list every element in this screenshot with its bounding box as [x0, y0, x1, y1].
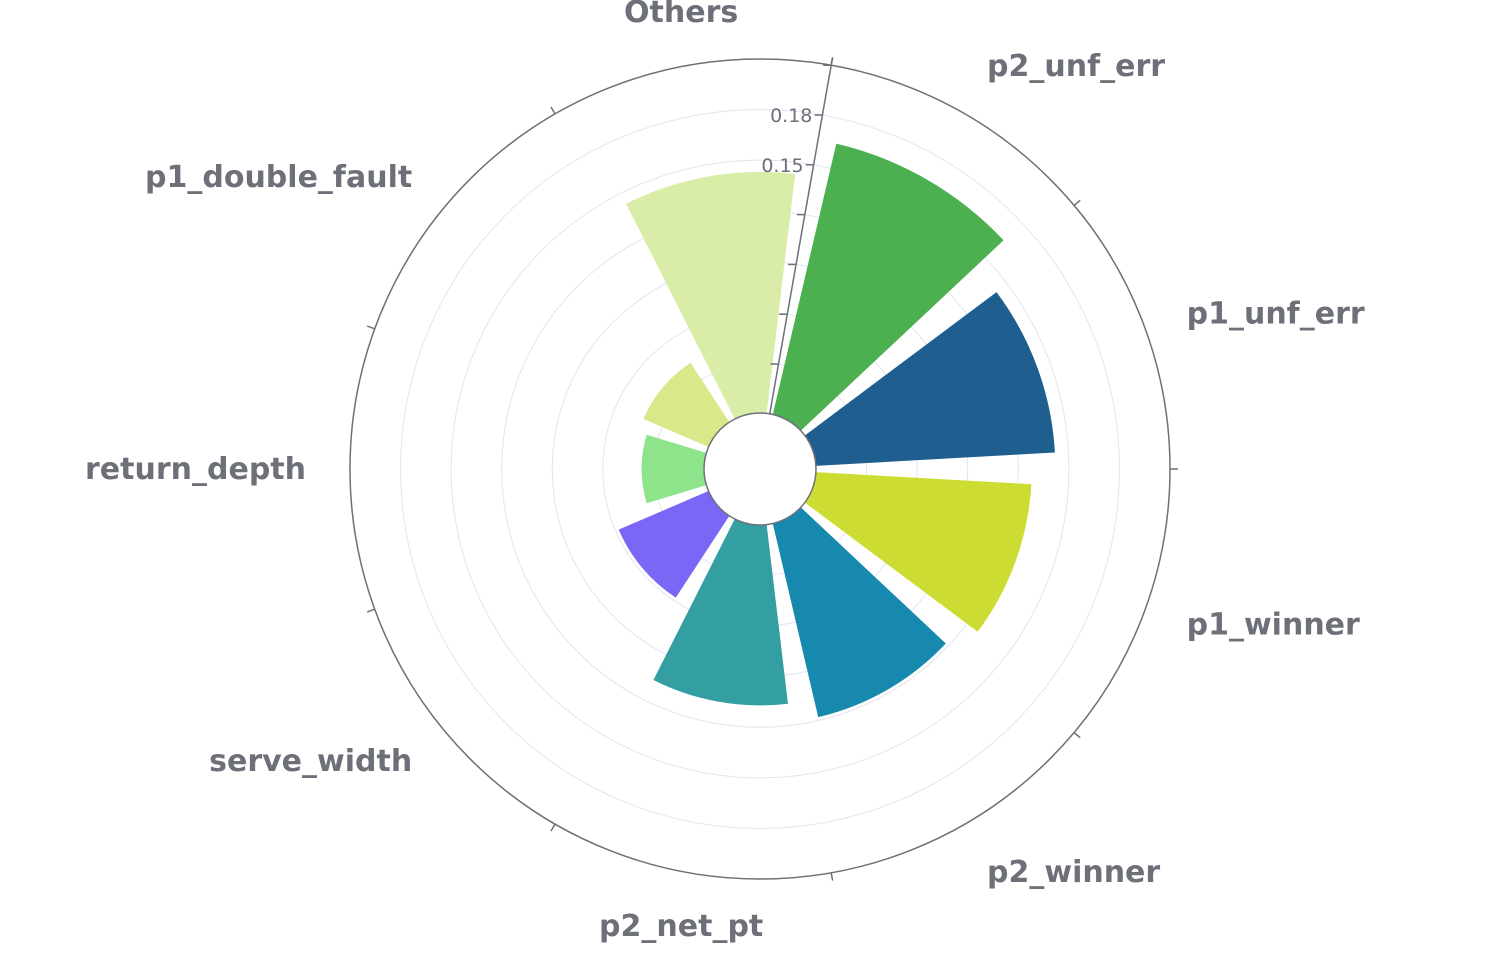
radial-tick-label: 0.18: [770, 105, 812, 127]
category-label-Others: Others: [624, 0, 738, 30]
category-label-p2-net-pt: p2_net_pt: [599, 909, 763, 944]
bar-p2-net-pt: [653, 518, 788, 706]
outer-tick: [550, 106, 556, 115]
category-label-p2-unf-err: p2_unf_err: [987, 49, 1165, 84]
inner-circle: [703, 412, 817, 526]
bars-layer: [618, 143, 1055, 718]
bar-p2-unf-err: [772, 143, 1004, 431]
category-label-p1-unf-err: p1_unf_err: [1187, 297, 1365, 332]
outer-tick: [366, 325, 375, 330]
grid-circle: [450, 159, 1070, 779]
category-label-return-depth: return_depth: [85, 452, 306, 487]
bar-return-depth: [641, 434, 707, 504]
bar-p1-double-fault: [643, 362, 730, 447]
outer-tick: [366, 608, 375, 613]
radial-axis-line: [768, 57, 834, 414]
bar-serve-width: [618, 491, 730, 598]
bar-Others: [626, 171, 796, 420]
category-label-serve-width: serve_width: [209, 744, 412, 779]
outer-tick: [830, 872, 834, 881]
outer-tick: [1073, 731, 1081, 739]
category-label-p1-double-fault: p1_double_fault: [145, 160, 412, 195]
category-label-p1-winner: p1_winner: [1187, 607, 1360, 642]
bar-p1-unf-err: [804, 292, 1055, 466]
outer-tick: [1073, 199, 1081, 207]
outer-tick: [550, 823, 556, 832]
bar-p1-winner: [804, 472, 1032, 632]
grid-circle: [400, 109, 1120, 829]
radial-tick-label: 0.15: [761, 155, 803, 177]
axis-layer: [349, 57, 1178, 881]
bar-p2-winner: [772, 507, 946, 718]
category-label-p2-winner: p2_winner: [987, 855, 1160, 890]
labels-layer: 0.18 0.15 p2_unf_err p1_unf_err p1_winner p2_…: [85, 0, 1365, 944]
